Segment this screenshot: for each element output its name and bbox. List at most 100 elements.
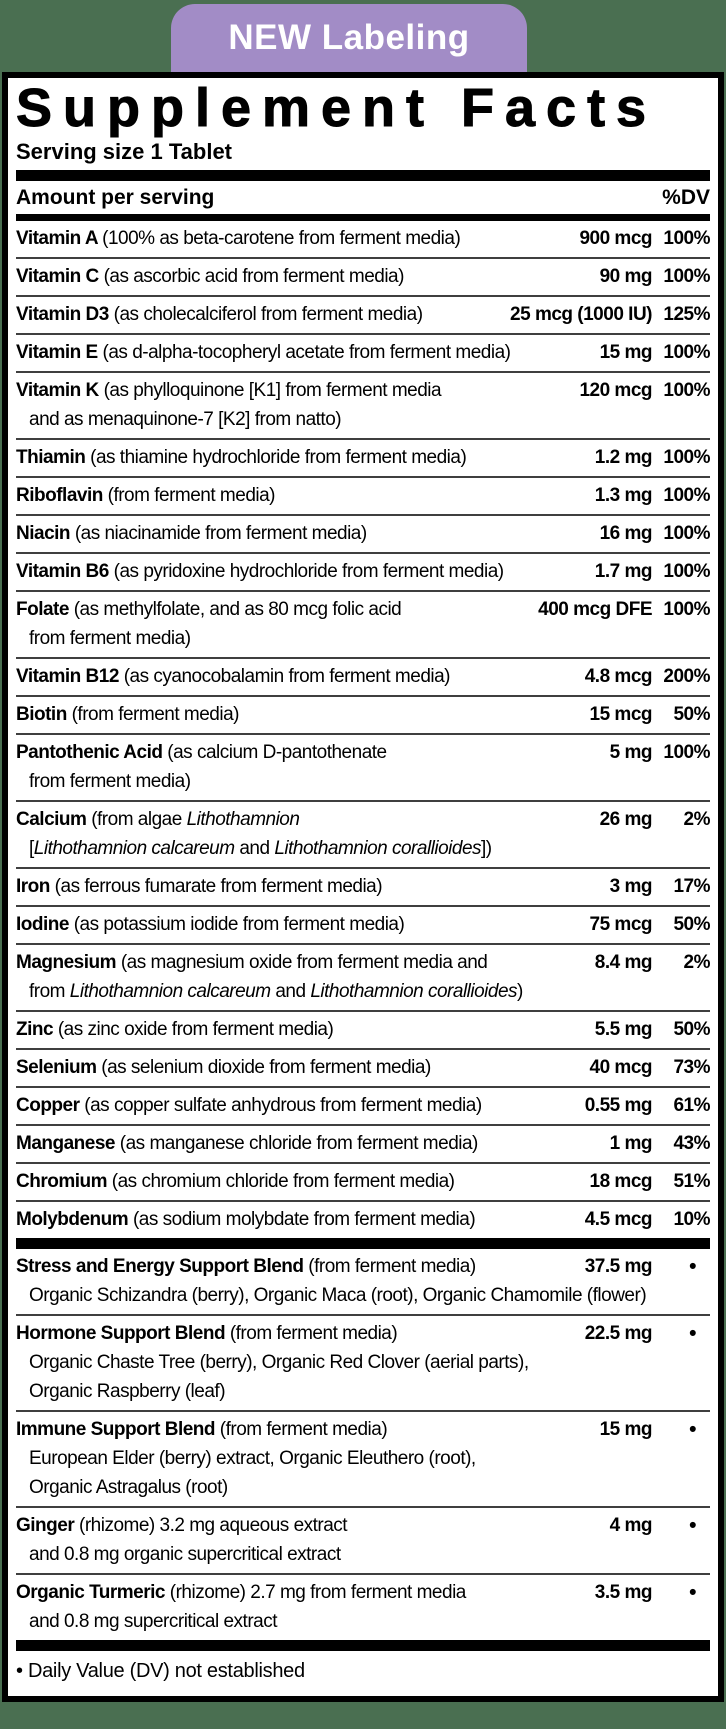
dv-value: 100% [663,380,710,402]
ingredient-desc: (rhizome) 3.2 mg aqueous extract [79,1515,348,1537]
dv-value: 100% [663,228,710,250]
amount-value: 400 mcg DFE [538,599,652,621]
divider-footer [16,1640,710,1652]
ingredient-text: Molybdenum (as sodium molybdate from fer… [16,1205,577,1234]
ingredient-text: Immune Support Blend (from ferment media… [16,1415,592,1444]
ingredient-name: Riboflavin [16,485,108,507]
ingredient-text: Vitamin B12 (as cyanocobalamin from ferm… [16,662,577,691]
divider-header [16,214,710,222]
table-row: Thiamin (as thiamine hydrochloride from … [16,438,711,476]
table-row: Molybdenum (as sodium molybdate from fer… [16,1200,711,1238]
table-row: Zinc (as zinc oxide from ferment media) 5… [16,1010,711,1048]
ingredient-text: Selenium (as selenium dioxide from ferme… [16,1053,582,1082]
ingredient-desc: (as methylfolate, and as 80 mcg folic ac… [73,599,402,621]
ingredient-sub-line: and 0.8 mg supercritical extract [16,1607,710,1636]
amount-value: 1 mg [609,1133,653,1155]
ingredient-text: Stress and Energy Support Blend (from fe… [16,1252,577,1281]
ingredient-desc: Lithothamnion [186,809,300,831]
ingredient-name: Vitamin A [16,228,103,250]
ingredient-desc: (as ferrous fumarate from ferment media) [54,876,383,898]
ingredient-name: Organic Turmeric [16,1582,170,1604]
dv-value: 61% [673,1095,710,1117]
ingredient-desc: (as pyridoxine hydrochloride from fermen… [113,561,504,583]
amount-value: 90 mg [599,266,653,288]
ingredient-text: Vitamin A (100% as beta-carotene from fe… [16,224,571,253]
ingredient-sub-line: from Lithothamnion calcareum and Lithoth… [16,977,710,1006]
amount-value: 25 mcg (1000 IU) [510,304,652,326]
table-row: Vitamin D3 (as cholecalciferol from ferm… [16,295,711,333]
page-title: Supplement Facts [16,78,658,138]
amount-value: 3 mg [609,876,653,898]
dv-value: 125% [663,304,710,326]
ingredient-desc: ) [517,981,523,1003]
amount-value: 15 mg [599,342,653,364]
ingredient-text: Iodine (as potassium iodide from ferment… [16,910,582,939]
dv-value: 51% [673,1171,710,1193]
dv-value: 2% [683,952,711,974]
dv-value: • [689,1581,696,1605]
ingredient-desc: (as zinc oxide from ferment media) [57,1019,334,1041]
ingredient-desc: and [270,981,311,1003]
dv-value: 100% [663,742,710,764]
serving-size-label: Serving size 1 Tablet [16,139,233,165]
ingredient-name: Hormone Support Blend [16,1323,230,1345]
ingredient-text: Niacin (as niacinamide from ferment medi… [16,519,592,548]
ingredient-name: Selenium [16,1057,102,1079]
ingredient-desc: Organic Astragalus (root) [29,1477,228,1499]
ingredient-name: Vitamin E [16,342,103,364]
amount-value: 900 mcg [579,228,652,250]
amount-value: 16 mg [599,523,653,545]
table-row: Ginger (rhizome) 3.2 mg aqueous extract 4… [16,1506,710,1573]
ingredient-desc: (as manganese chloride from ferment medi… [119,1133,479,1155]
ingredient-text: Manganese (as manganese chloride from fe… [16,1129,602,1158]
amount-value: 3.5 mg [594,1582,653,1604]
ingredient-name: Vitamin D3 [16,304,114,326]
table-row: Iron (as ferrous fumarate from ferment m… [16,867,711,905]
table-header: Amount per serving %DV [16,181,710,214]
dv-value: 100% [663,561,710,583]
dv-value: 43% [673,1133,710,1155]
amount-value: 4.8 mcg [584,666,653,688]
ingredient-text: Organic Turmeric (rhizome) 2.7 mg from f… [16,1578,587,1607]
table-row: Vitamin K (as phylloquinone [K1] from fe… [16,371,711,438]
section-divider [16,1238,710,1250]
ingredient-desc: (as cholecalciferol from ferment media) [113,304,423,326]
ingredient-sub-line: Organic Schizandra (berry), Organic Maca… [16,1281,710,1310]
ingredient-name: Chromium [16,1171,112,1193]
ingredient-desc: (as d-alpha-tocopheryl acetate from ferm… [102,342,511,364]
ingredient-desc: (as cyanocobalamin from ferment media) [123,666,451,688]
dv-header: %DV [662,186,710,210]
amount-value: 18 mcg [589,1171,653,1193]
ingredient-sub-line: European Elder (berry) extract, Organic … [16,1444,710,1473]
ingredient-name: Manganese [16,1133,120,1155]
ingredient-desc: from ferment media) [29,628,191,650]
ingredient-sub-line: [Lithothamnion calcareum and Lithothamni… [16,834,710,863]
dv-value: 10% [673,1209,710,1231]
amount-value: 1.3 mg [594,485,653,507]
ingredient-name: Biotin [16,704,72,726]
table-row: Chromium (as chromium chloride from ferm… [16,1162,711,1200]
ingredient-name: Folate [16,599,74,621]
ingredient-desc: (as ascorbic acid from ferment media) [103,266,405,288]
ingredient-desc: (as thiamine hydrochloride from ferment … [90,447,467,469]
ingredient-desc: (as potassium iodide from ferment media) [73,914,405,936]
ingredient-sub-line: from ferment media) [16,624,710,653]
ingredient-desc: and 0.8 mg organic supercritical extract [29,1544,341,1566]
ingredient-desc: (as chromium chloride from ferment media… [111,1171,455,1193]
amount-value: 40 mcg [589,1057,653,1079]
dv-value: 100% [663,599,710,621]
ingredient-text: Calcium (from algae Lithothamnion [16,805,592,834]
table-row: Organic Turmeric (rhizome) 2.7 mg from f… [16,1573,710,1640]
table-row: Calcium (from algae Lithothamnion 26 mg 2%… [16,800,711,867]
ingredient-desc: and as menaquinone-7 [K2] from natto) [29,409,342,431]
dv-value: 50% [673,1019,710,1041]
ingredient-text: Folate (as methylfolate, and as 80 mcg f… [16,595,530,624]
table-row: Stress and Energy Support Blend (from fe… [16,1249,710,1314]
amount-value: 37.5 mg [584,1256,653,1278]
table-row: Folate (as methylfolate, and as 80 mcg f… [16,590,711,657]
ingredient-text: Vitamin E (as d-alpha-tocopheryl acetate… [16,338,592,367]
ingredient-sub-line: from ferment media) [16,767,710,796]
facts-rows: Vitamin A (100% as beta-carotene from fe… [16,221,711,1640]
dv-value: • [689,1322,696,1346]
amount-value: 15 mg [599,1419,653,1441]
